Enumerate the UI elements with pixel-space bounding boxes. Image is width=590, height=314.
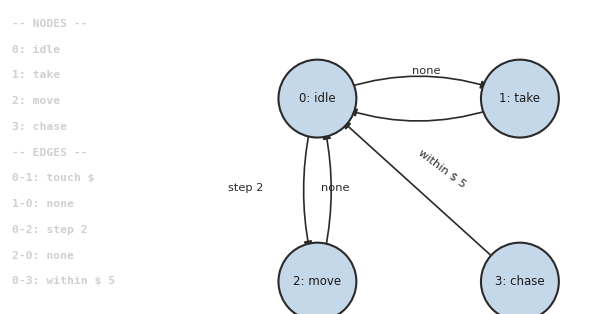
Text: 2-0: none: 2-0: none	[12, 251, 74, 261]
Text: 0: idle: 0: idle	[299, 92, 336, 105]
Text: 0-1: touch $: 0-1: touch $	[12, 173, 94, 183]
Circle shape	[278, 243, 356, 314]
FancyArrowPatch shape	[350, 109, 489, 121]
Text: 2: move: 2: move	[12, 96, 60, 106]
Text: 2: move: 2: move	[293, 275, 342, 288]
Text: 0-3: within $ 5: 0-3: within $ 5	[12, 276, 115, 286]
Circle shape	[481, 243, 559, 314]
Text: none: none	[322, 183, 350, 193]
Circle shape	[481, 60, 559, 138]
Text: 1: take: 1: take	[12, 70, 60, 80]
Text: none: none	[412, 66, 441, 76]
Text: within $ 5: within $ 5	[417, 148, 468, 190]
FancyArrowPatch shape	[348, 76, 487, 88]
Text: 1-0: none: 1-0: none	[12, 199, 74, 209]
Text: 0: idle: 0: idle	[12, 45, 60, 55]
Text: 0-2: step 2: 0-2: step 2	[12, 225, 88, 235]
Circle shape	[278, 60, 356, 138]
Text: -- EDGES --: -- EDGES --	[12, 148, 88, 158]
Text: 3: chase: 3: chase	[12, 122, 67, 132]
FancyArrowPatch shape	[324, 132, 331, 250]
Text: 1: take: 1: take	[499, 92, 540, 105]
Text: -- NODES --: -- NODES --	[12, 19, 88, 29]
FancyArrowPatch shape	[304, 130, 311, 248]
FancyArrowPatch shape	[343, 122, 496, 260]
Text: step 2: step 2	[228, 183, 263, 193]
Text: 3: chase: 3: chase	[495, 275, 545, 288]
